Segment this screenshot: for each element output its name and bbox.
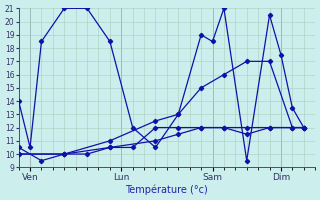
X-axis label: Température (°c): Température (°c) bbox=[125, 185, 208, 195]
